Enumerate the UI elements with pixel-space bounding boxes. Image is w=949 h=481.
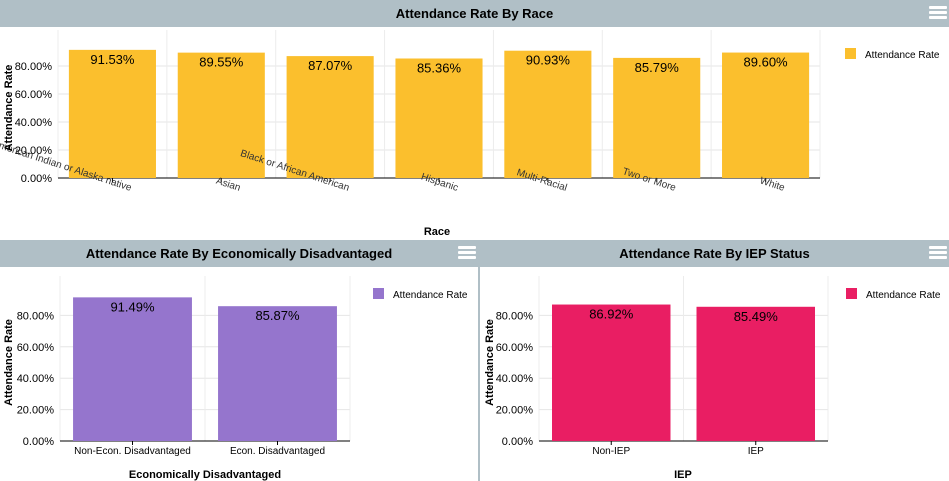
race-data-label: 85.36% bbox=[417, 60, 462, 75]
iep-bar bbox=[552, 304, 671, 441]
iep-y-tick-label: 80.00% bbox=[496, 310, 534, 322]
race-y-tick-label: 0.00% bbox=[21, 173, 52, 185]
iep-y-tick-label: 0.00% bbox=[502, 436, 533, 448]
econ-chart-title: Attendance Rate By Economically Disadvan… bbox=[85, 246, 393, 261]
race-data-label: 85.79% bbox=[635, 60, 680, 75]
race-bar bbox=[504, 50, 592, 178]
race-y-tick-label: 80.00% bbox=[15, 61, 53, 73]
race-y-tick-label: 40.00% bbox=[15, 117, 53, 129]
race-bar bbox=[395, 58, 483, 178]
iep-x-axis-title: IEP bbox=[674, 469, 692, 481]
race-bar bbox=[722, 52, 810, 179]
race-chart-svg: 0.00%20.00%40.00%60.00%80.00%91.53%Ameri… bbox=[0, 30, 940, 238]
econ-x-tick-label: Econ. Disadvantaged bbox=[230, 446, 325, 457]
race-data-label: 89.55% bbox=[199, 55, 244, 70]
econ-y-tick-label: 20.00% bbox=[17, 405, 55, 417]
iep-bar bbox=[696, 306, 815, 441]
iep-y-tick-label: 60.00% bbox=[496, 342, 534, 354]
race-data-label: 90.93% bbox=[526, 53, 571, 68]
panel-divider bbox=[478, 240, 480, 481]
econ-chart-header bbox=[0, 240, 478, 267]
race-chart-panel: Attendance Rate By Race 0.00% 20.00% 40.00… bbox=[0, 0, 949, 240]
iep-data-label: 86.92% bbox=[589, 307, 634, 322]
econ-y-tick-label: 0.00% bbox=[23, 436, 54, 448]
race-chart-header bbox=[0, 0, 949, 27]
race-data-label: 89.60% bbox=[744, 55, 789, 70]
race-x-axis-title: Race bbox=[424, 226, 450, 238]
econ-data-label: 91.49% bbox=[110, 299, 155, 314]
race-data-label: 87.07% bbox=[308, 58, 353, 73]
econ-legend-swatch bbox=[373, 288, 384, 299]
iep-y-tick-label: 20.00% bbox=[496, 405, 534, 417]
race-y-tick-label: 60.00% bbox=[15, 89, 53, 101]
econ-chart-panel: Attendance Rate By Economically Disadvan… bbox=[0, 240, 478, 481]
econ-y-tick-label: 80.00% bbox=[17, 310, 55, 322]
iep-chart-header bbox=[480, 240, 949, 267]
iep-chart-title: Attendance Rate By IEP Status bbox=[619, 246, 810, 261]
iep-chart-panel: Attendance Rate By IEP Status 0.00% 20.00… bbox=[480, 240, 949, 481]
econ-x-axis-title: Economically Disadvantaged bbox=[129, 469, 281, 481]
iep-chart-menu-icon[interactable] bbox=[929, 245, 947, 261]
iep-data-label: 85.49% bbox=[734, 309, 779, 324]
iep-y-tick-label: 40.00% bbox=[496, 373, 534, 385]
econ-y-tick-label: 60.00% bbox=[17, 342, 55, 354]
econ-data-label: 85.87% bbox=[255, 308, 300, 323]
race-bar bbox=[177, 52, 265, 178]
econ-legend-label: Attendance Rate bbox=[393, 290, 468, 301]
race-chart-menu-icon[interactable] bbox=[929, 5, 947, 21]
iep-legend-label: Attendance Rate bbox=[866, 290, 941, 301]
econ-bar bbox=[73, 297, 192, 441]
econ-y-tick-label: 40.00% bbox=[17, 373, 55, 385]
iep-x-tick-label: Non-IEP bbox=[592, 446, 630, 457]
econ-y-axis-title: Attendance Rate bbox=[3, 319, 15, 406]
race-legend-label: Attendance Rate bbox=[865, 50, 940, 61]
iep-y-axis-title: Attendance Rate bbox=[484, 319, 496, 406]
race-chart-title: Attendance Rate By Race bbox=[395, 6, 554, 21]
iep-x-tick-label: IEP bbox=[748, 446, 764, 457]
race-bar bbox=[613, 57, 701, 179]
race-y-axis-title: Attendance Rate bbox=[3, 65, 15, 152]
iep-legend-swatch bbox=[846, 288, 857, 299]
race-legend-swatch bbox=[845, 48, 856, 59]
econ-chart-svg: 0.00% 20.00% 40.00% 60.00% 80.00% 91.49% Non-E… bbox=[3, 276, 468, 481]
race-data-label: 91.53% bbox=[90, 52, 135, 67]
race-y-tick-label: 20.00% bbox=[15, 145, 53, 157]
econ-chart-menu-icon[interactable] bbox=[458, 245, 476, 261]
race-bar bbox=[68, 49, 156, 178]
iep-chart-svg: 0.00% 20.00% 40.00% 60.00% 80.00% 86.92% Non-I… bbox=[484, 276, 941, 481]
econ-bar bbox=[218, 306, 337, 441]
econ-x-tick-label: Non-Econ. Disadvantaged bbox=[74, 446, 191, 457]
race-bar bbox=[286, 56, 374, 178]
